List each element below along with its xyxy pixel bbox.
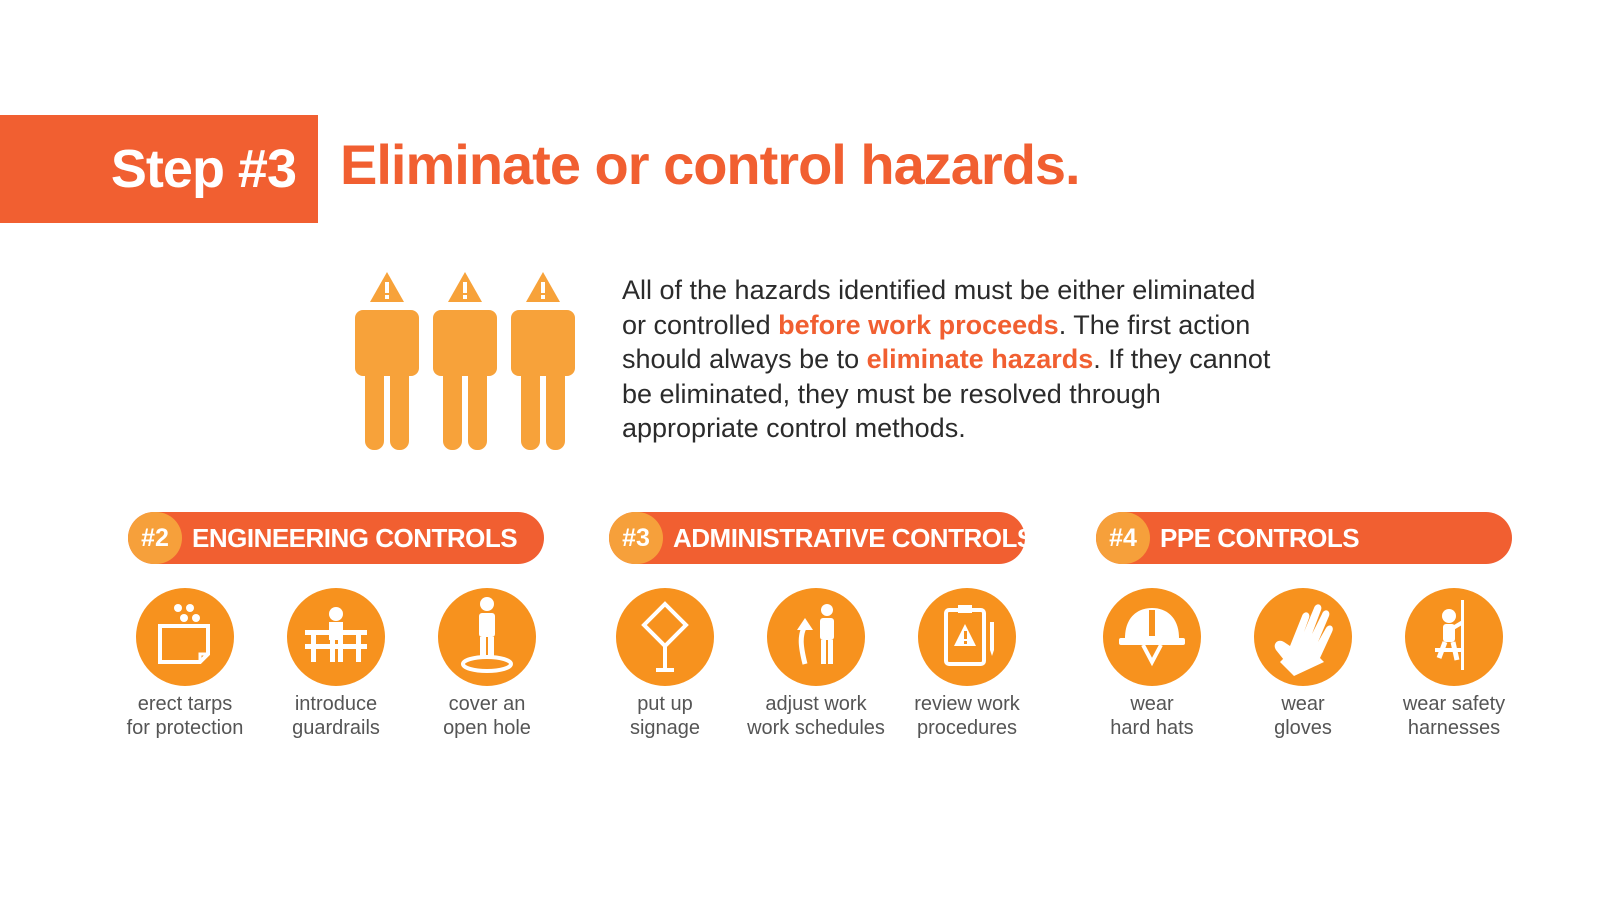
harness-icon	[1405, 588, 1503, 686]
intro-text: All of the hazards identified must be ei…	[622, 275, 1256, 340]
page-title: Eliminate or control hazards.	[340, 133, 1081, 196]
item-label: gloves	[1274, 717, 1332, 739]
control-item: put up signage	[590, 588, 740, 740]
category-pill	[1096, 512, 1512, 564]
category-pill	[609, 512, 1025, 564]
control-item: wear hard hats	[1077, 588, 1227, 740]
item-label: harnesses	[1407, 717, 1501, 739]
intro-highlight: eliminate hazards	[866, 344, 1094, 374]
step-label: Step #3	[110, 139, 297, 199]
item-label: procedures	[916, 717, 1018, 739]
hazard-figures	[355, 272, 580, 450]
category-number-badge: #2	[128, 512, 182, 564]
item-label: cover an	[448, 693, 526, 715]
procedures-icon	[918, 588, 1016, 686]
control-item: erect tarps for protection	[110, 588, 260, 740]
signage-icon	[616, 588, 714, 686]
item-label: guardrails	[292, 717, 380, 739]
category-title: ENGINEERING CONTROLS	[192, 523, 518, 553]
item-label: signage	[629, 717, 701, 739]
intro-text: . The first action should always be to	[622, 309, 1251, 375]
category-title: ADMINISTRATIVE CONTROLS	[673, 523, 1034, 553]
item-label: erect tarps	[137, 693, 233, 715]
item-label: adjust work	[765, 693, 867, 715]
control-item: cover an open hole	[412, 588, 562, 740]
category-pill	[128, 512, 544, 564]
category-title: PPE CONTROLS	[1160, 523, 1360, 553]
item-label: hard hats	[1110, 717, 1194, 739]
intro-paragraph: All of the hazards identified must be ei…	[622, 273, 1282, 446]
intro-highlight: before work proceeds	[778, 309, 1059, 340]
guardrail-icon	[287, 588, 385, 686]
control-item: introduce guardrails	[261, 588, 411, 740]
step-banner: Step #3	[0, 115, 318, 223]
intro-text: . If they cannot be eliminated, they mus…	[622, 344, 1271, 443]
item-label: wear	[1130, 693, 1174, 715]
hole-cover-icon	[438, 588, 536, 686]
worker-warning-icon	[433, 272, 497, 450]
category-administrative-controls: #3 ADMINISTRATIVE CONTROLS	[609, 512, 1034, 564]
worker-warning-icon	[355, 272, 419, 450]
worker-warning-icon	[511, 272, 575, 450]
item-label: work schedules	[747, 717, 885, 739]
item-label: put up	[637, 693, 693, 715]
item-label: wear safety	[1402, 693, 1506, 715]
item-label: review work	[914, 693, 1020, 715]
item-label: wear	[1281, 693, 1325, 715]
control-item: adjust work work schedules	[741, 588, 891, 740]
category-number-badge: #4	[1096, 512, 1150, 564]
item-label: for protection	[126, 717, 244, 739]
item-label: open hole	[443, 717, 531, 739]
gloves-icon	[1254, 588, 1352, 686]
schedule-icon	[767, 588, 865, 686]
category-number-badge: #3	[609, 512, 663, 564]
control-item: wear safety harnesses	[1379, 588, 1529, 740]
item-label: introduce	[294, 693, 378, 715]
category-ppe-controls: #4 PPE CONTROLS	[1096, 512, 1512, 564]
category-engineering-controls: #2 ENGINEERING CONTROLS	[128, 512, 544, 564]
tarp-icon	[136, 588, 234, 686]
control-item: review work procedures	[892, 588, 1042, 740]
hard-hat-icon	[1103, 588, 1201, 686]
control-item: wear gloves	[1228, 588, 1378, 740]
